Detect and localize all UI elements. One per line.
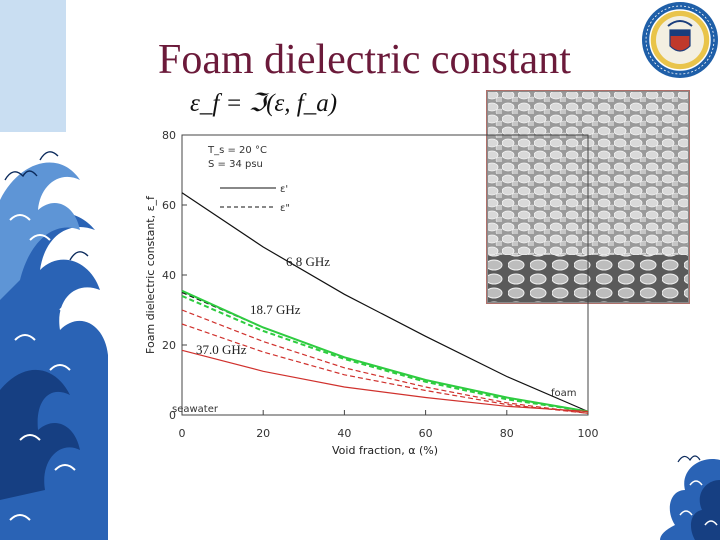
annotation-37-0ghz: 37.0 GHz (196, 342, 247, 357)
series-line-4 (181, 349, 589, 413)
y-tick-label: 40 (162, 269, 176, 282)
legend-solid-label: ε' (280, 184, 288, 195)
legend-condition-temp: T_s = 20 °C (207, 145, 267, 156)
annotation-seawater: seawater (172, 404, 219, 415)
university-seal-icon (642, 2, 718, 78)
x-tick-label: 100 (578, 427, 599, 440)
series-line-2 (181, 289, 589, 413)
annotation-foam: foam (551, 388, 577, 399)
x-axis-label: Void fraction, α (%) (332, 444, 438, 457)
formula: ε_f = ℑ(ε, f_a) (190, 90, 338, 117)
x-tick-label: 0 (179, 427, 186, 440)
series-line-0 (181, 192, 589, 413)
wave-decoration-icon (0, 151, 108, 540)
slide-title: Foam dielectric constant (158, 37, 571, 83)
dielectric-chart: 0 20 40 60 80 100 0 20 40 60 80 Void fraction, α (… (144, 129, 599, 457)
wave-decoration-icon (660, 455, 720, 540)
y-tick-label: 20 (162, 339, 176, 352)
x-tick-label: 60 (419, 427, 433, 440)
x-tick-label: 80 (500, 427, 514, 440)
legend-dashed-label: ε" (280, 203, 290, 214)
y-axis-label: Foam dielectric constant, ε_f (144, 195, 157, 354)
x-tick-label: 20 (256, 427, 270, 440)
y-tick-label: 80 (162, 129, 176, 142)
y-tick-label: 0 (169, 409, 176, 422)
plot-frame (181, 134, 589, 416)
legend-condition-salinity: S = 34 psu (208, 159, 263, 170)
y-tick-label: 60 (162, 199, 176, 212)
series-line-3 (181, 295, 589, 413)
x-tick-label: 40 (337, 427, 351, 440)
annotation-6-8ghz: 6.8 GHz (286, 254, 330, 269)
left-accent-strip (0, 0, 66, 132)
series-line-6 (181, 309, 589, 414)
series-line-5 (181, 323, 589, 414)
annotation-18-7ghz: 18.7 GHz (250, 302, 301, 317)
